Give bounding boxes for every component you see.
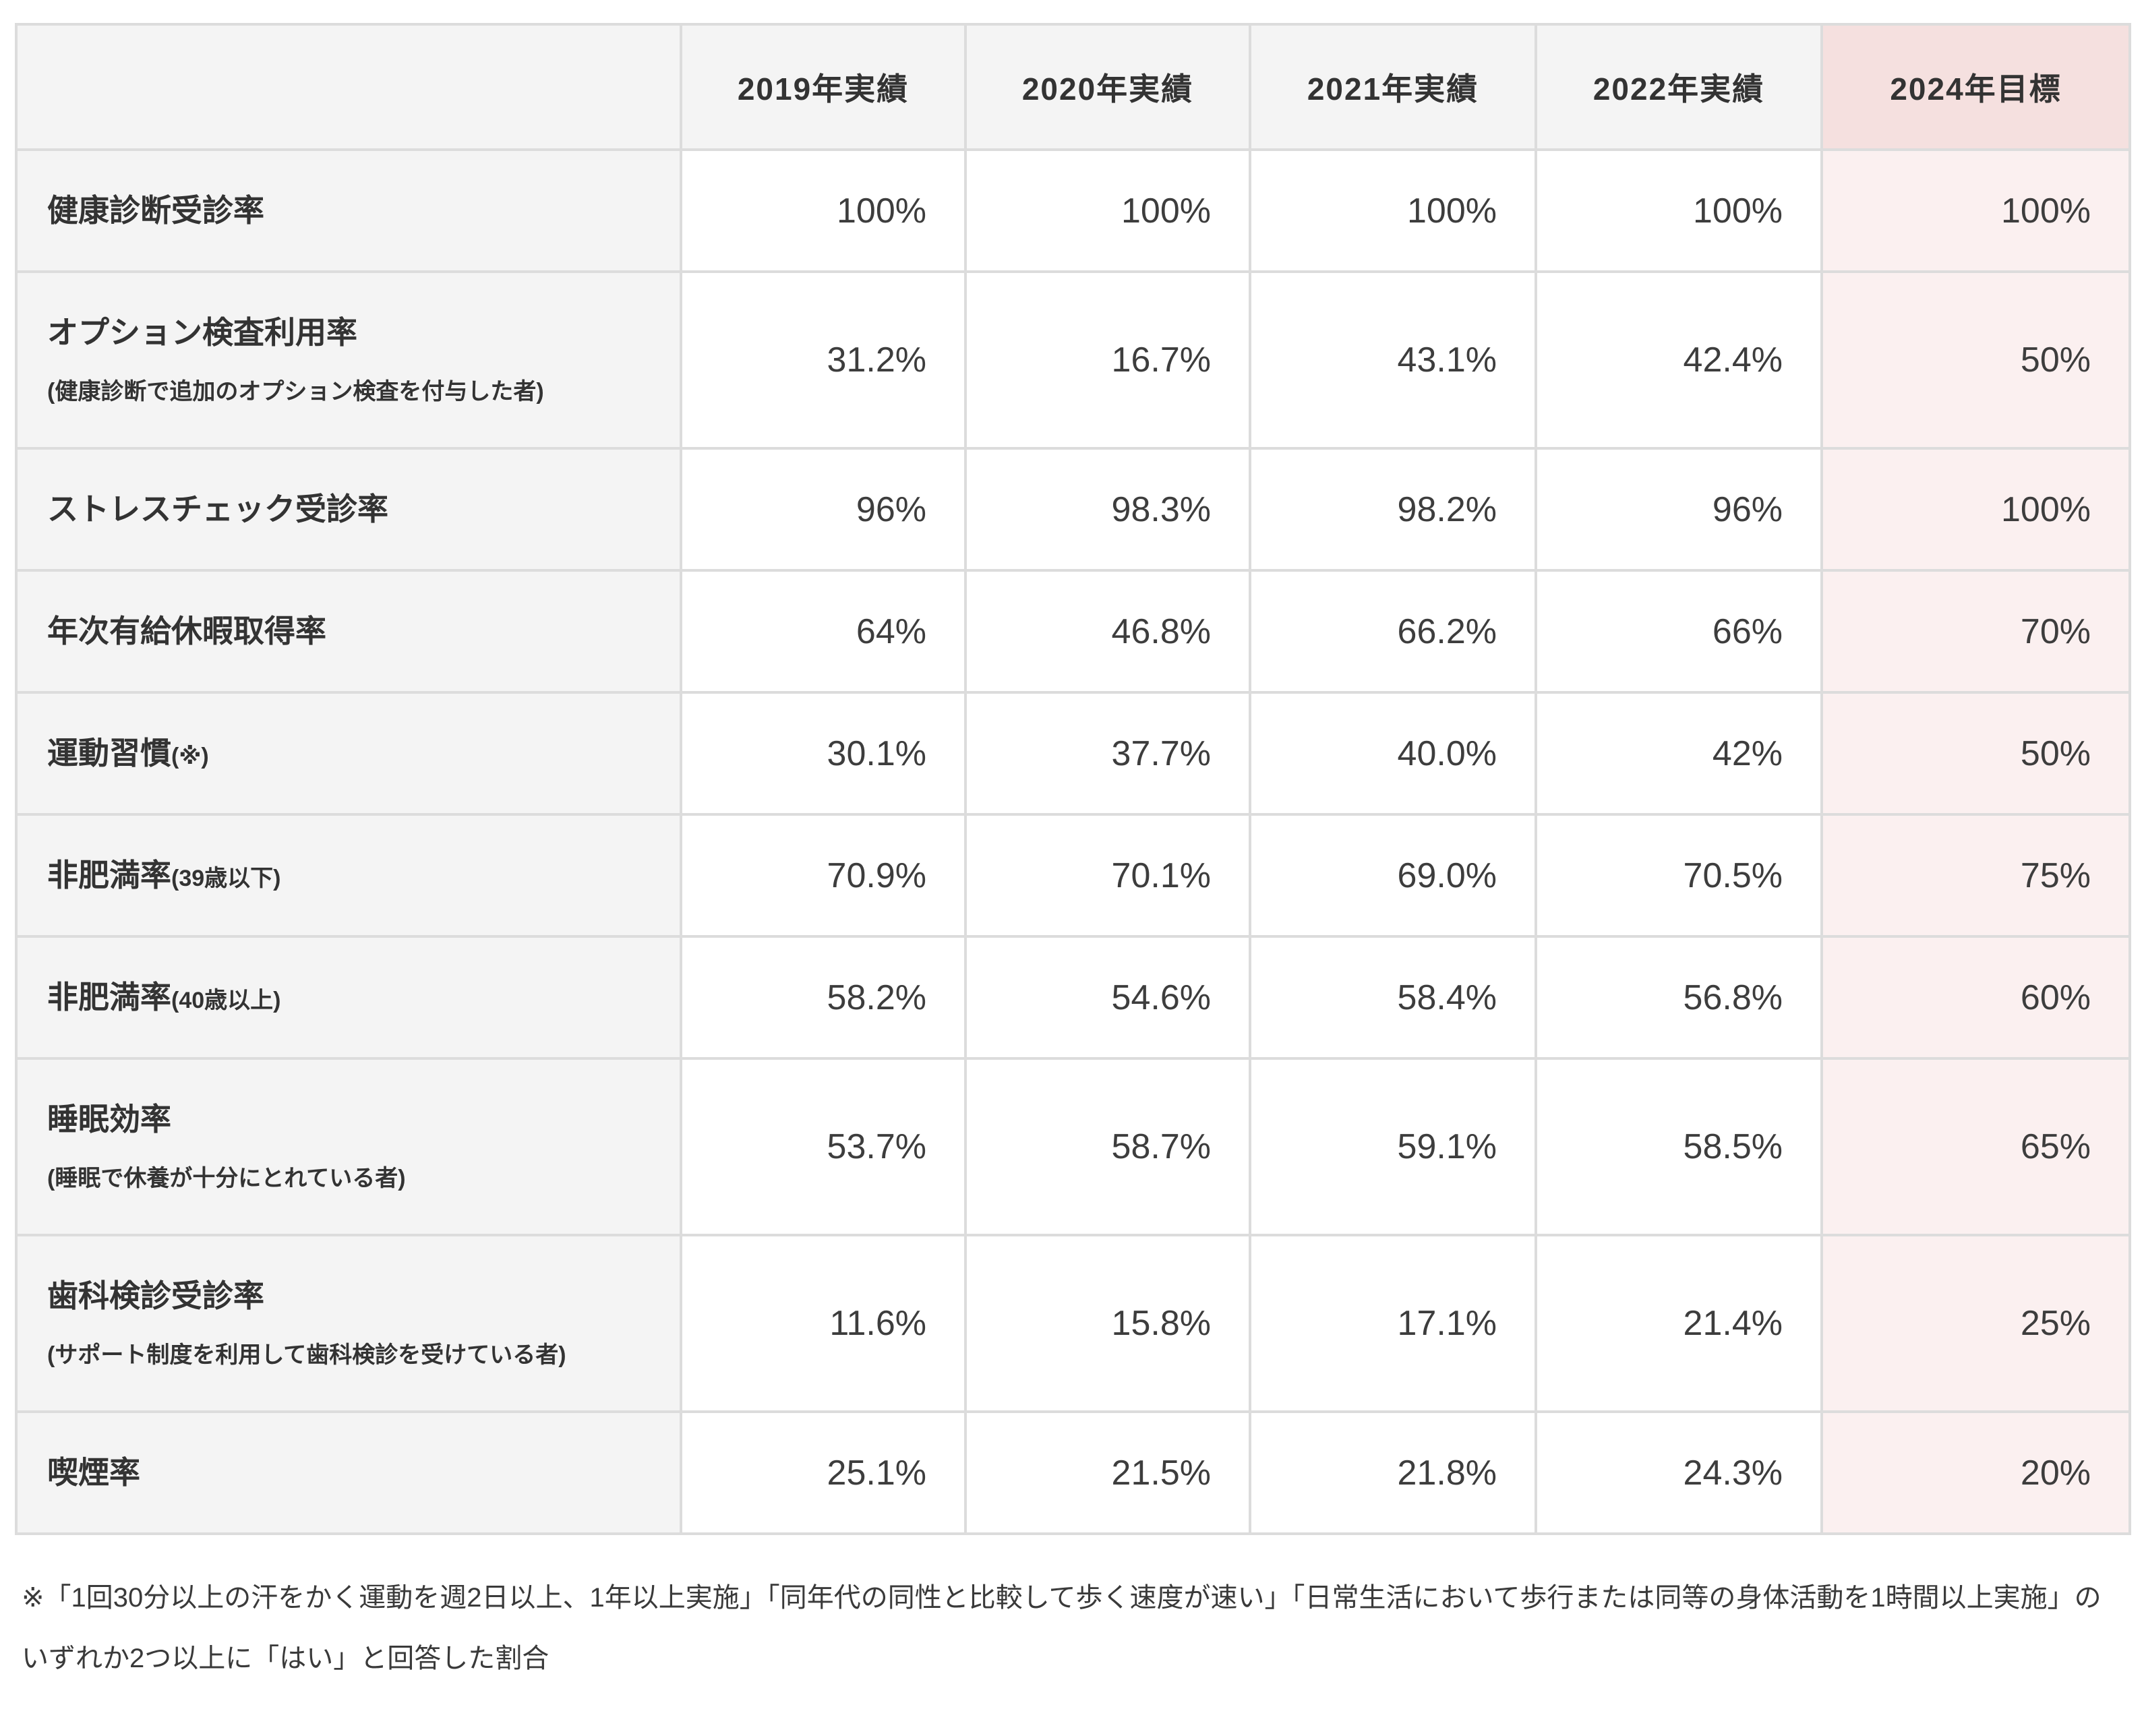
value-cell: 58.2%: [680, 935, 967, 1060]
table-row: 非肥満率(40歳以上) 58.2% 54.6% 58.4% 56.8% 60%: [15, 935, 2131, 1060]
value-cell: 59.1%: [1249, 1057, 1537, 1236]
column-header-2021: 2021年実績: [1249, 23, 1537, 151]
value-cell: 42.4%: [1535, 270, 1823, 450]
column-header-2022: 2022年実績: [1535, 23, 1823, 151]
row-label-suffix: (※): [171, 743, 209, 769]
target-value-cell: 75%: [1820, 813, 2131, 938]
value-cell: 37.7%: [964, 691, 1251, 816]
value-cell: 46.8%: [964, 569, 1251, 694]
row-label: 健康診断受診率: [47, 192, 264, 228]
row-label: ストレスチェック受診率: [47, 491, 388, 527]
row-label: オプション検査利用率: [47, 315, 357, 350]
row-label-cell: 年次有給休暇取得率: [15, 569, 682, 694]
value-cell: 16.7%: [964, 270, 1251, 450]
value-cell: 43.1%: [1249, 270, 1537, 450]
row-sublabel: (サポート制度を利用して歯科検診を受けている者): [47, 1342, 566, 1369]
table-row: ストレスチェック受診率 96% 98.3% 98.2% 96% 100%: [15, 447, 2131, 572]
row-sublabel: (睡眠で休養が十分にとれている者): [47, 1166, 406, 1192]
row-label-cell: 非肥満率(39歳以下): [15, 813, 682, 938]
table-row: 歯科検診受診率 (サポート制度を利用して歯科検診を受けている者) 11.6% 15.8…: [15, 1234, 2131, 1413]
row-label-cell: 歯科検診受診率 (サポート制度を利用して歯科検診を受けている者): [15, 1234, 682, 1413]
row-label-cell: 非肥満率(40歳以上): [15, 935, 682, 1060]
value-cell: 21.5%: [964, 1410, 1251, 1535]
value-cell: 100%: [964, 148, 1251, 273]
value-cell: 66%: [1535, 569, 1823, 694]
value-cell: 98.3%: [964, 447, 1251, 572]
value-cell: 64%: [680, 569, 967, 694]
target-value-cell: 100%: [1820, 447, 2131, 572]
row-label-cell: 運動習慣(※): [15, 691, 682, 816]
row-label-cell: オプション検査利用率 (健康診断で追加のオプション検査を付与した者): [15, 270, 682, 450]
row-label: 非肥満率(40歳以上): [47, 979, 281, 1015]
table-row: 睡眠効率 (睡眠で休養が十分にとれている者) 53.7% 58.7% 59.1% 58.5…: [15, 1057, 2131, 1236]
value-cell: 100%: [1535, 148, 1823, 273]
row-label: 非肥満率(39歳以下): [47, 857, 281, 893]
value-cell: 17.1%: [1249, 1234, 1537, 1413]
health-metrics-table: 2019年実績 2020年実績 2021年実績 2022年実績 2024年目標 …: [15, 23, 2131, 1535]
value-cell: 54.6%: [964, 935, 1251, 1060]
value-cell: 58.7%: [964, 1057, 1251, 1236]
value-cell: 42%: [1535, 691, 1823, 816]
target-value-cell: 20%: [1820, 1410, 2131, 1535]
row-label-cell: 喫煙率: [15, 1410, 682, 1535]
table-row: 健康診断受診率 100% 100% 100% 100% 100%: [15, 148, 2131, 273]
table-row: 運動習慣(※) 30.1% 37.7% 40.0% 42% 50%: [15, 691, 2131, 816]
row-label: 歯科検診受診率: [47, 1278, 264, 1313]
value-cell: 96%: [680, 447, 967, 572]
row-label: 喫煙率: [47, 1454, 140, 1490]
value-cell: 25.1%: [680, 1410, 967, 1535]
value-cell: 69.0%: [1249, 813, 1537, 938]
target-value-cell: 70%: [1820, 569, 2131, 694]
header-row: 2019年実績 2020年実績 2021年実績 2022年実績 2024年目標: [15, 23, 2131, 151]
target-value-cell: 65%: [1820, 1057, 2131, 1236]
value-cell: 70.1%: [964, 813, 1251, 938]
row-label-suffix: (40歳以上): [171, 987, 281, 1013]
column-header-2019: 2019年実績: [680, 23, 967, 151]
value-cell: 53.7%: [680, 1057, 967, 1236]
table-row: 年次有給休暇取得率 64% 46.8% 66.2% 66% 70%: [15, 569, 2131, 694]
table-row: 非肥満率(39歳以下) 70.9% 70.1% 69.0% 70.5% 75%: [15, 813, 2131, 938]
row-label-suffix: (39歳以下): [171, 865, 281, 891]
target-value-cell: 60%: [1820, 935, 2131, 1060]
footnote: ※「1回30分以上の汗をかく運動を週2日以上、1年以上実施」「同年代の同性と比較…: [22, 1583, 2102, 1673]
row-label-cell: ストレスチェック受診率: [15, 447, 682, 572]
row-label-cell: 健康診断受診率: [15, 148, 682, 273]
column-header-2020: 2020年実績: [964, 23, 1251, 151]
row-label: 睡眠効率: [47, 1102, 171, 1137]
target-value-cell: 50%: [1820, 270, 2131, 450]
value-cell: 30.1%: [680, 691, 967, 816]
value-cell: 70.9%: [680, 813, 967, 938]
row-label: 年次有給休暇取得率: [47, 613, 326, 649]
value-cell: 21.4%: [1535, 1234, 1823, 1413]
value-cell: 21.8%: [1249, 1410, 1537, 1535]
value-cell: 11.6%: [680, 1234, 967, 1413]
corner-cell: [15, 23, 682, 151]
target-value-cell: 25%: [1820, 1234, 2131, 1413]
value-cell: 100%: [1249, 148, 1537, 273]
value-cell: 15.8%: [964, 1234, 1251, 1413]
value-cell: 31.2%: [680, 270, 967, 450]
target-value-cell: 100%: [1820, 148, 2131, 273]
value-cell: 56.8%: [1535, 935, 1823, 1060]
value-cell: 66.2%: [1249, 569, 1537, 694]
target-value-cell: 50%: [1820, 691, 2131, 816]
row-label-cell: 睡眠効率 (睡眠で休養が十分にとれている者): [15, 1057, 682, 1236]
table-row: オプション検査利用率 (健康診断で追加のオプション検査を付与した者) 31.2% 16…: [15, 270, 2131, 450]
value-cell: 58.5%: [1535, 1057, 1823, 1236]
value-cell: 70.5%: [1535, 813, 1823, 938]
value-cell: 98.2%: [1249, 447, 1537, 572]
table-row: 喫煙率 25.1% 21.5% 21.8% 24.3% 20%: [15, 1410, 2131, 1535]
value-cell: 96%: [1535, 447, 1823, 572]
value-cell: 24.3%: [1535, 1410, 1823, 1535]
value-cell: 100%: [680, 148, 967, 273]
row-sublabel: (健康診断で追加のオプション検査を付与した者): [47, 379, 544, 405]
value-cell: 40.0%: [1249, 691, 1537, 816]
value-cell: 58.4%: [1249, 935, 1537, 1060]
column-header-2024-target: 2024年目標: [1820, 23, 2131, 151]
row-label: 運動習慣(※): [47, 735, 209, 771]
